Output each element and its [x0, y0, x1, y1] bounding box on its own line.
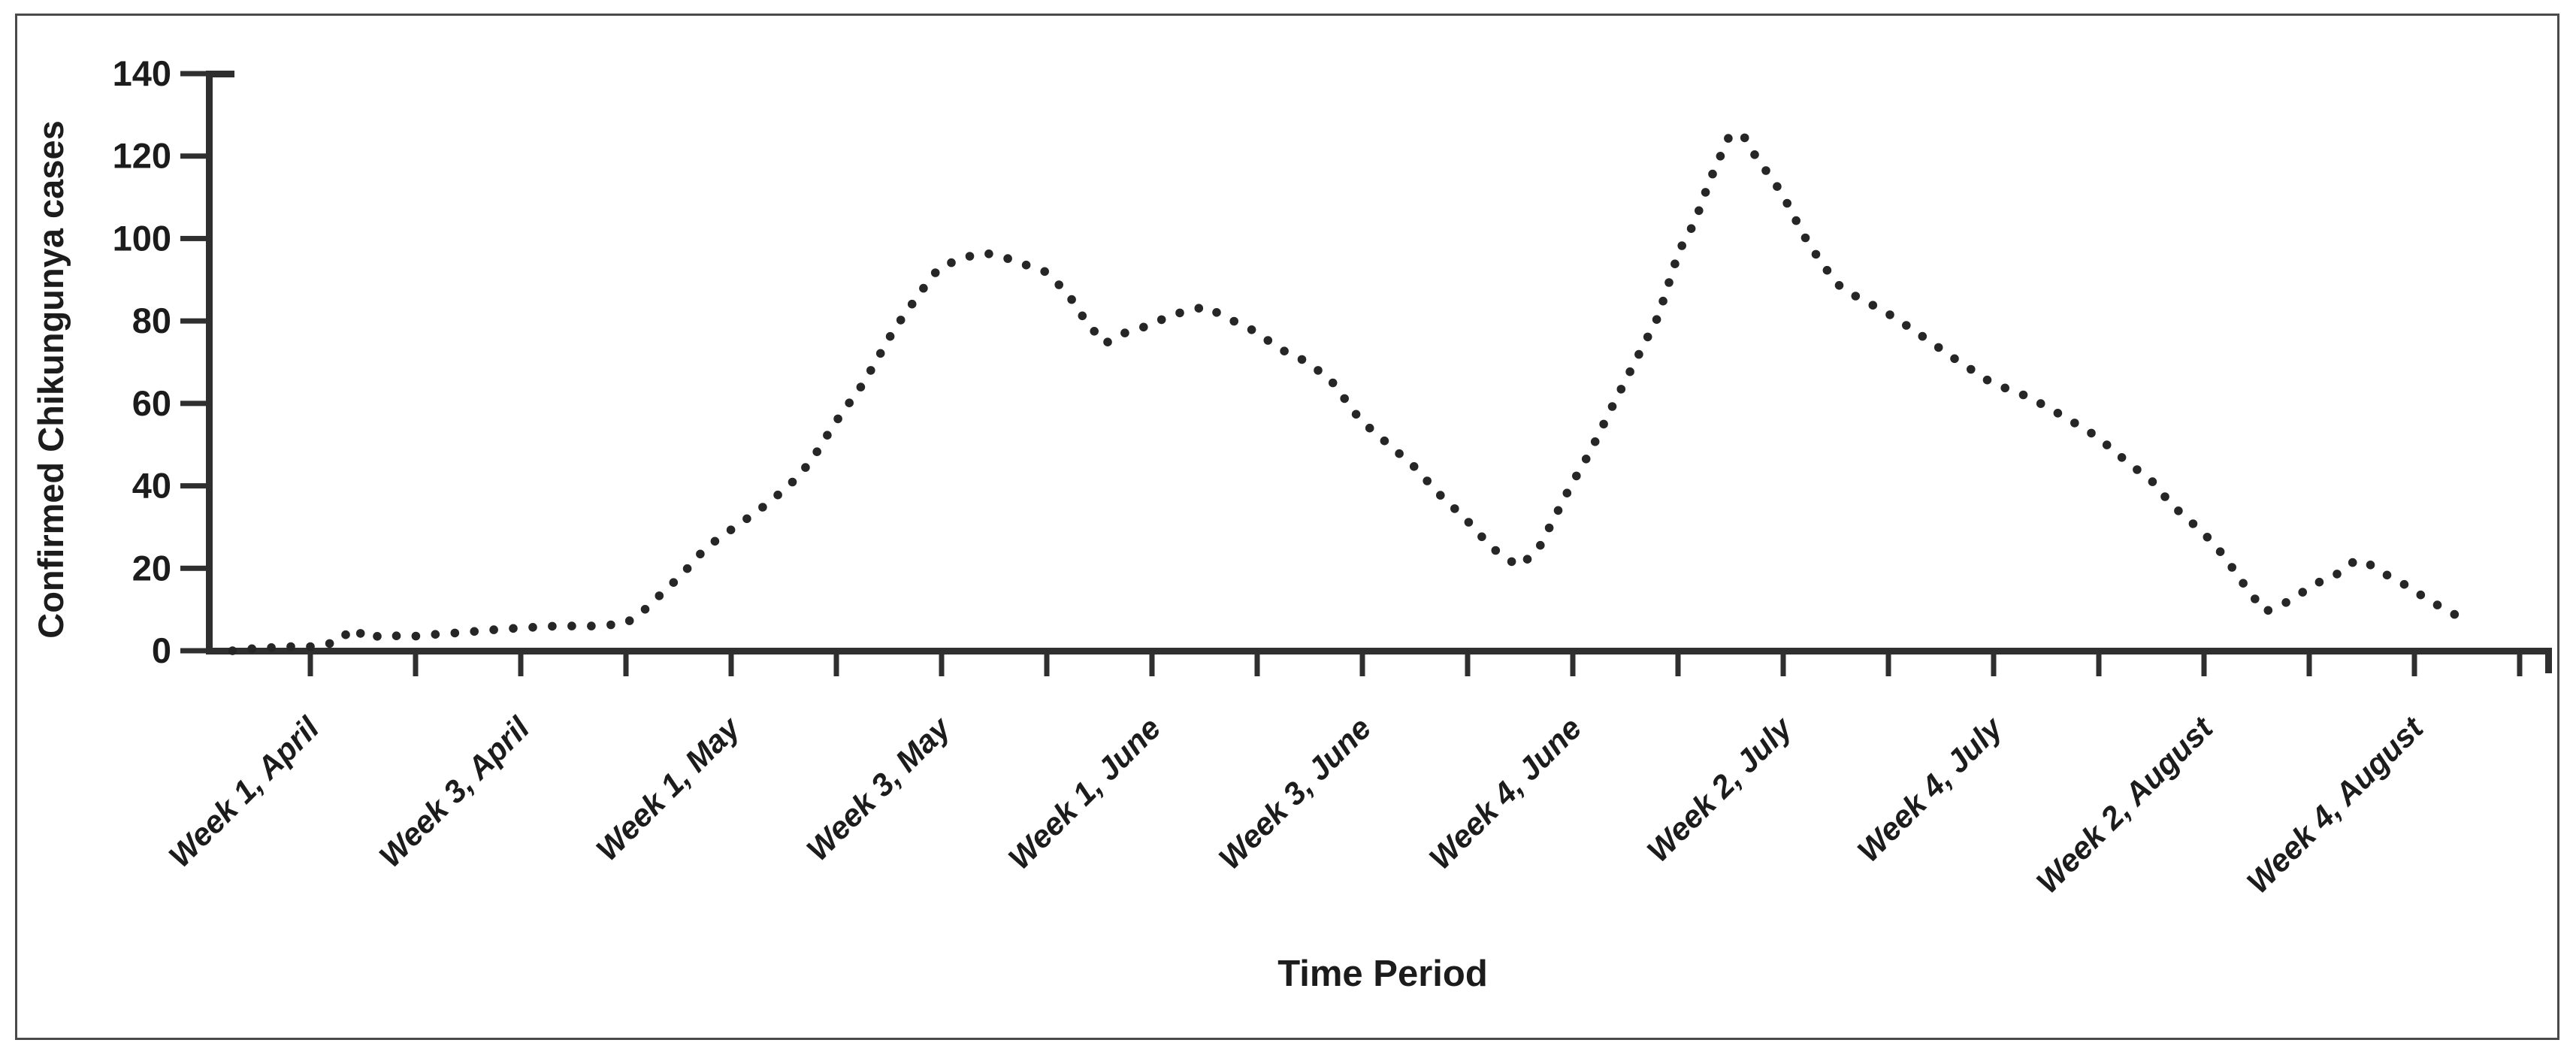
- y-tick-label: 80: [132, 301, 171, 340]
- x-tick-label: Week 3, April: [372, 709, 537, 874]
- x-tick-label: Week 4, August: [2240, 709, 2431, 900]
- y-tick-label: 60: [132, 383, 171, 423]
- y-tick-label: 40: [132, 466, 171, 506]
- axes: [206, 71, 2552, 673]
- y-axis-title: Confirmed Chikungunya cases: [31, 120, 71, 639]
- y-tick-label: 20: [132, 548, 171, 588]
- x-tick-label: Week 1, April: [162, 709, 326, 874]
- data-series-dots: [228, 133, 2460, 655]
- x-axis-title: Time Period: [1277, 954, 1488, 994]
- x-tick-label: Week 3, June: [1211, 710, 1377, 876]
- x-tick-label: Week 3, May: [800, 709, 958, 867]
- x-axis-tick-labels: Week 1, April Week 3, April Week 1, May Wee…: [162, 709, 2431, 900]
- y-tick-label: 100: [113, 218, 171, 258]
- x-tick-label: Week 2, August: [2030, 709, 2221, 900]
- figure-border: [15, 14, 2559, 1040]
- y-axis-tick-labels: 0 20 40 60 80 100 120 140: [113, 53, 171, 670]
- x-tick-label: Week 1, June: [1001, 710, 1167, 876]
- y-axis-ticks: [180, 71, 209, 654]
- x-tick-label: Week 1, May: [589, 709, 748, 867]
- x-axis-ticks: [307, 651, 2523, 676]
- y-tick-label: 120: [113, 136, 171, 176]
- x-tick-label: Week 4, June: [1422, 710, 1588, 876]
- x-tick-label: Week 4, July: [1850, 709, 2010, 869]
- y-tick-label: 140: [113, 53, 171, 93]
- x-tick-label: Week 2, July: [1640, 709, 1800, 869]
- y-tick-label: 0: [152, 630, 171, 670]
